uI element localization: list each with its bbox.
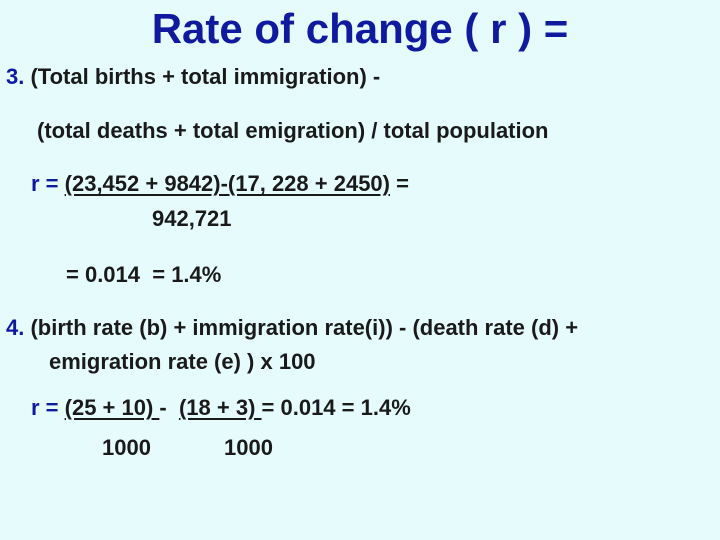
item-3-formula-numerator: (23,452 + 9842)-(17, 228 + 2450)	[64, 171, 390, 196]
item-4-formula-prefix: r =	[31, 395, 65, 420]
item-4-line-1: 4. (birth rate (b) + immigration rate(i)…	[6, 317, 578, 339]
item-4-formula-result: = 0.014 = 1.4%	[261, 395, 411, 420]
item-4-line-1-text: (birth rate (b) + immigration rate(i)) -…	[30, 315, 579, 340]
item-4-denominator-1: 1000	[102, 435, 151, 460]
item-4-formula-term-1: (25 + 10)	[64, 395, 160, 420]
item-4-line-2: emigration rate (e) ) x 100	[49, 349, 316, 374]
item-3-formula: r = (23,452 + 9842)-(17, 228 + 2450) =	[31, 173, 409, 195]
item-3-formula-prefix: r =	[31, 171, 65, 196]
item-4-formula-minus: -	[159, 395, 179, 420]
item-3-formula-suffix: =	[390, 171, 409, 196]
item-3-line-2: (total deaths + total emigration) / tota…	[37, 118, 549, 143]
item-3-number: 3.	[6, 64, 25, 89]
item-3-line-1-text: (Total births + total immigration) -	[30, 64, 381, 89]
item-3-formula-result: = 0.014 = 1.4%	[66, 262, 222, 287]
item-3-formula-denominator: 942,721	[152, 206, 232, 231]
slide-title: Rate of change ( r ) =	[151, 5, 569, 52]
item-3-line-1: 3. (Total births + total immigration) -	[6, 66, 380, 88]
item-4-denominator-2: 1000	[224, 435, 273, 460]
item-4-number: 4.	[6, 315, 25, 340]
item-4-formula: r = (25 + 10) - (18 + 3) = 0.014 = 1.4%	[31, 397, 411, 419]
item-4-formula-term-2: (18 + 3)	[178, 395, 262, 420]
